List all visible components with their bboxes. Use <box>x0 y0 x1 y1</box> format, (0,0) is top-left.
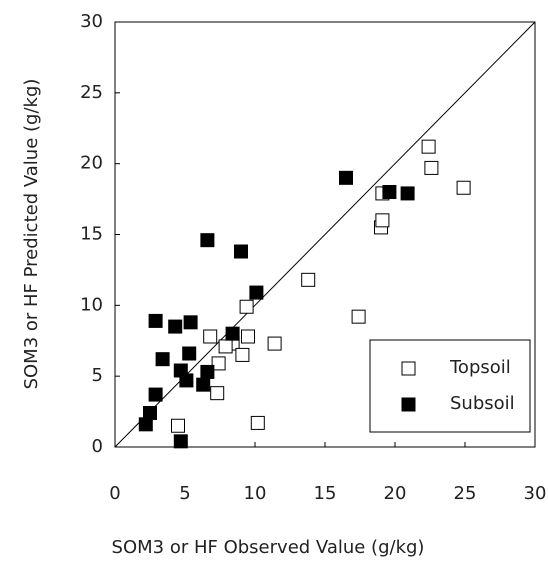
legend-box <box>369 339 531 433</box>
data-point <box>200 364 215 379</box>
data-point <box>211 356 226 371</box>
y-tick-label: 20 <box>80 153 103 174</box>
data-point <box>339 170 353 185</box>
legend-label: Topsoil <box>449 357 511 378</box>
data-point <box>148 313 163 328</box>
data-point <box>250 415 265 430</box>
data-point <box>351 309 366 324</box>
data-point <box>234 244 248 259</box>
data-point <box>138 417 153 432</box>
x-tick-label: 20 <box>384 483 407 504</box>
data-point <box>456 180 471 195</box>
data-point <box>179 373 194 388</box>
y-tick-label: 5 <box>92 365 103 386</box>
data-point <box>196 377 211 392</box>
x-tick-label: 0 <box>109 483 120 504</box>
data-point <box>182 346 197 361</box>
data-point <box>173 434 188 449</box>
data-point <box>183 315 198 330</box>
data-point <box>203 329 218 344</box>
y-tick-label: 0 <box>92 436 103 457</box>
data-point <box>301 272 316 287</box>
data-point <box>241 329 255 344</box>
x-tick-label: 10 <box>244 483 267 504</box>
legend-label: Subsoil <box>450 393 515 414</box>
data-point <box>382 185 397 199</box>
x-tick-label: 15 <box>314 483 337 504</box>
data-point <box>155 352 170 367</box>
data-point <box>171 418 185 433</box>
data-point <box>200 233 215 248</box>
data-point <box>424 160 439 175</box>
legend-swatch <box>401 397 416 412</box>
data-point <box>210 386 225 401</box>
legend-swatch <box>401 361 416 376</box>
data-point <box>168 319 183 334</box>
data-point <box>218 339 233 354</box>
data-point <box>235 347 250 362</box>
x-tick-label: 5 <box>179 483 190 504</box>
y-axis-title: SOM3 or HF Predicted Value (g/kg) <box>21 79 42 390</box>
data-point <box>148 387 163 402</box>
y-tick-label: 15 <box>80 224 103 245</box>
x-tick-label: 30 <box>524 483 547 504</box>
x-axis-title: SOM3 or HF Observed Value (g/kg) <box>112 537 425 558</box>
y-tick-label: 30 <box>80 11 103 32</box>
data-point <box>267 336 282 351</box>
data-point <box>239 299 254 314</box>
data-point <box>225 326 240 341</box>
x-tick-label: 25 <box>454 483 477 504</box>
data-point <box>375 213 390 228</box>
data-point <box>249 285 264 300</box>
data-point <box>400 186 415 201</box>
y-tick-label: 25 <box>80 82 103 103</box>
y-tick-label: 10 <box>80 294 103 315</box>
data-point <box>421 139 436 154</box>
